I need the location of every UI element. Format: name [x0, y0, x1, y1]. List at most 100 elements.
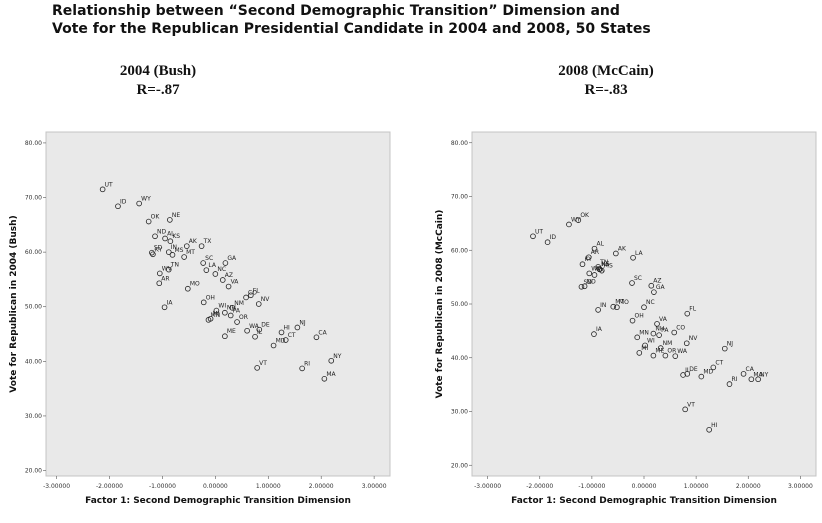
data-point-marker: [181, 254, 187, 260]
data-point-marker: [613, 250, 619, 257]
x-tick-label: 1.00000: [256, 483, 281, 490]
data-point-label: KY: [155, 246, 163, 253]
data-point: AK: [613, 245, 627, 257]
data-point: OH: [629, 313, 644, 324]
data-point-marker: [165, 266, 172, 273]
data-point-marker: [167, 217, 173, 223]
data-point-label: MT: [615, 299, 624, 306]
x-tick-label: 3.00000: [362, 483, 387, 490]
data-point-label: TX: [203, 238, 212, 245]
data-point-label: IL: [257, 329, 263, 336]
data-point-marker: [243, 294, 249, 301]
data-point-label: VA: [231, 279, 240, 286]
data-point-marker: [256, 326, 263, 333]
data-point: KY: [150, 246, 163, 258]
data-point: ME: [222, 328, 236, 340]
data-point-label: OK: [151, 214, 161, 221]
data-point-label: MI: [641, 345, 648, 352]
y-tick-label: 50.00: [451, 301, 468, 308]
chart-right-heading-year: 2008 (McCain): [558, 63, 654, 79]
data-point-label: OK: [580, 212, 590, 219]
data-point: CT: [282, 332, 296, 343]
data-point-marker: [167, 238, 174, 245]
data-point-label: KS: [172, 233, 180, 240]
data-point-marker: [671, 329, 678, 336]
data-point-marker: [213, 307, 220, 314]
data-point-marker: [636, 350, 643, 356]
data-point-marker: [152, 233, 158, 240]
data-point: MN: [634, 329, 649, 341]
data-point-label: VT: [259, 360, 267, 367]
data-point-marker: [598, 267, 605, 274]
data-point-label: PA: [233, 307, 241, 314]
data-point-label: NH: [655, 326, 664, 333]
data-point-label: HI: [284, 324, 291, 331]
data-point-marker: [684, 310, 691, 317]
data-point-label: OR: [667, 348, 676, 355]
data-point-label: CT: [288, 332, 296, 339]
data-point: NJ: [721, 341, 733, 352]
data-point-marker: [656, 332, 662, 338]
data-point-label: MO: [619, 299, 629, 306]
data-point-label: KS: [602, 261, 610, 268]
data-point: OR: [662, 348, 676, 359]
data-point: MD: [698, 369, 714, 380]
y-tick-label: 30.00: [451, 409, 468, 416]
data-point-label: TX: [595, 267, 604, 274]
data-point-marker: [630, 254, 636, 261]
y-tick-label: 70.00: [451, 194, 468, 201]
data-point-marker: [544, 239, 551, 245]
data-point: NC: [641, 299, 655, 311]
data-point-marker: [672, 353, 679, 359]
data-point-label: MS: [604, 263, 613, 270]
data-point: ND: [581, 278, 596, 290]
data-point-marker: [629, 280, 635, 286]
data-point-marker: [169, 252, 176, 258]
x-tick-label: 2.00000: [309, 483, 334, 490]
data-point: SC: [200, 255, 213, 266]
data-point-marker: [662, 352, 669, 359]
data-point-label: GA: [227, 255, 237, 262]
data-point: FL: [684, 306, 697, 317]
data-point: WA: [672, 348, 688, 359]
data-point-label: DE: [689, 366, 698, 373]
data-point: VA: [225, 279, 240, 290]
data-point-label: ME: [655, 348, 664, 355]
data-point-marker: [610, 303, 617, 310]
data-point: NY: [755, 371, 769, 383]
data-point: MA: [748, 371, 764, 383]
data-point-marker: [579, 261, 586, 268]
data-point-marker: [755, 376, 761, 383]
x-tick-label: 3.00000: [788, 483, 813, 490]
data-point-label: TN: [170, 262, 179, 269]
data-point-marker: [254, 365, 260, 371]
data-point: CA: [740, 366, 755, 377]
data-point: WV: [156, 265, 173, 277]
data-point-label: AL: [596, 241, 604, 248]
data-point: ND: [152, 228, 167, 240]
data-point-marker: [321, 376, 328, 382]
x-tick-label: 1.00000: [684, 483, 709, 490]
data-point-marker: [219, 277, 226, 283]
data-point: WY: [136, 196, 151, 207]
data-point-marker: [581, 283, 588, 290]
data-point-label: AL: [167, 230, 175, 237]
y-tick-label: 40.00: [451, 355, 468, 362]
x-tick-label: 0.00000: [632, 483, 657, 490]
y-tick-label: 70.00: [25, 195, 42, 202]
data-point-label: OH: [206, 294, 215, 301]
data-point-marker: [591, 272, 598, 278]
data-point-label: MS: [174, 247, 183, 254]
data-point-label: NV: [261, 296, 270, 303]
x-tick-label: 2.00000: [736, 483, 761, 490]
data-point-marker: [156, 270, 163, 277]
data-point-label: AZ: [225, 272, 233, 279]
y-tick-label: 60.00: [451, 247, 468, 254]
x-tick-label: -2.00000: [96, 483, 123, 490]
data-point: NV: [683, 335, 698, 347]
data-point-marker: [299, 365, 305, 372]
data-point: SD: [578, 279, 592, 290]
data-point-label: AR: [161, 275, 169, 282]
data-point-marker: [578, 284, 585, 290]
data-point: IL: [252, 329, 263, 340]
